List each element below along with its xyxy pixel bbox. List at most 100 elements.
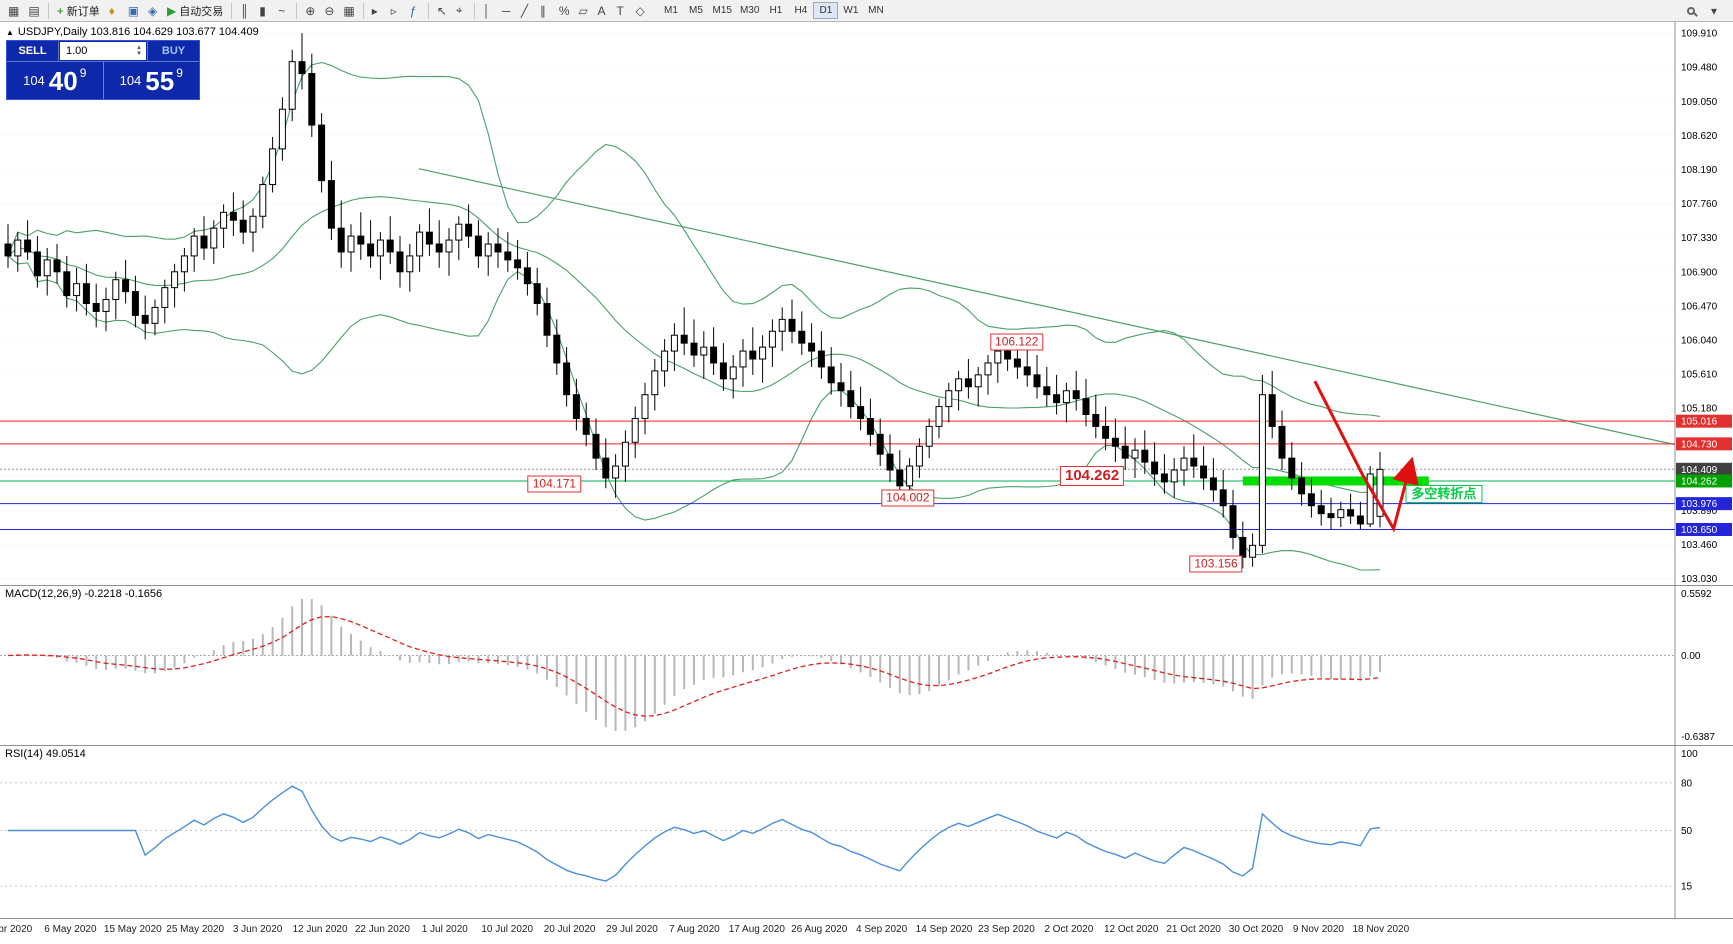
indicators-icon[interactable]: ƒ (406, 2, 424, 20)
date-label: 9 Nov 2020 (1292, 924, 1344, 935)
svg-text:103.030: 103.030 (1681, 574, 1718, 585)
new-chart-icon[interactable]: ▦ (4, 2, 23, 20)
timeframe-m15[interactable]: M15 (708, 2, 735, 19)
shapes-icon[interactable]: ▱ (574, 2, 592, 20)
auto-scroll-icon[interactable]: ▸ (368, 2, 386, 20)
text-label-icon[interactable]: T (612, 2, 630, 20)
price-callout: 104.262 (1059, 465, 1125, 486)
timeframe-m1[interactable]: M1 (658, 2, 683, 19)
market-watch-icon: ▣ (127, 3, 140, 18)
text-label-icon: T (616, 3, 624, 18)
volume-spin-arrows[interactable]: ▲ ▼ (134, 42, 144, 60)
alerts-icon[interactable]: ♦ (105, 2, 123, 20)
market-watch-icon[interactable]: ▣ (124, 2, 143, 20)
line-chart-icon[interactable]: ~ (274, 2, 292, 20)
macd-indicator-label: MACD(12,26,9) -0.2218 -0.1656 (5, 588, 163, 600)
zoom-in-icon[interactable]: ⊕ (301, 2, 319, 20)
autotrading-button[interactable]: ▶ 自动交易 (163, 2, 227, 20)
favorites-icon[interactable]: ▾ (1707, 2, 1725, 20)
svg-text:105.016: 105.016 (1681, 417, 1718, 428)
vertical-line-icon[interactable]: │ (479, 2, 497, 20)
sell-button[interactable]: SELL (7, 41, 59, 61)
text-icon[interactable]: A (593, 2, 611, 20)
tile-windows-icon[interactable]: ▦ (339, 2, 358, 20)
line-chart-icon: ~ (278, 3, 286, 18)
channel-icon[interactable]: ∥ (536, 2, 554, 20)
crosshair-icon: ⌖ (455, 3, 463, 17)
volume-up-icon[interactable]: ▲ (136, 45, 142, 51)
candlestick-icon: ▮ (259, 3, 266, 18)
svg-text:0.00: 0.00 (1681, 651, 1701, 662)
price-callout: 106.122 (990, 333, 1044, 351)
date-label: 23 Sep 2020 (978, 924, 1035, 935)
timeframe-w1[interactable]: W1 (838, 2, 863, 19)
zoom-out-icon[interactable]: ⊖ (320, 2, 338, 20)
fibonacci-icon: % (558, 3, 570, 18)
timeframe-m5[interactable]: M5 (683, 2, 708, 19)
svg-text:103.650: 103.650 (1681, 525, 1718, 536)
date-label: 14 Sep 2020 (915, 924, 973, 935)
text-icon: A (597, 3, 606, 18)
volume-value: 1.00 (66, 45, 88, 57)
toolbar-separator (427, 2, 429, 19)
new-order-button-label: 新订单 (66, 5, 100, 18)
svg-text:100: 100 (1681, 749, 1698, 760)
date-label: 26 Aug 2020 (791, 924, 848, 935)
date-label: 12 Oct 2020 (1103, 924, 1159, 935)
price-callout: 104.002 (881, 489, 935, 507)
date-label: 12 Jun 2020 (292, 924, 348, 935)
svg-text:104.262: 104.262 (1681, 476, 1718, 487)
svg-text:105.180: 105.180 (1681, 404, 1718, 415)
timeframe-h1[interactable]: H1 (763, 2, 788, 19)
trendline-icon[interactable]: ╱ (517, 2, 535, 20)
cursor-icon[interactable]: ↖ (433, 2, 451, 20)
chart-profiles-icon[interactable]: ▤ (24, 2, 43, 20)
svg-text:109.050: 109.050 (1681, 97, 1718, 108)
svg-text:103.890: 103.890 (1681, 506, 1718, 517)
autotrading-button: ▶ (167, 3, 177, 18)
timeframe-toolbar: M1 M5 M15 M30 H1 H4 D1 W1 MN (658, 2, 888, 19)
date-label: 29 Jul 2020 (606, 924, 658, 935)
horizontal-line-icon[interactable]: ─ (498, 2, 516, 20)
svg-text:104.409: 104.409 (1681, 465, 1718, 476)
cycle-lines-icon[interactable]: ◇ (631, 2, 649, 20)
search-icon[interactable] (1683, 2, 1701, 20)
chart-shift-icon: ▹ (390, 3, 397, 18)
timeframe-d1[interactable]: D1 (813, 2, 839, 19)
bar-chart-icon[interactable]: ║ (236, 2, 254, 20)
crosshair-icon[interactable]: ⌖ (452, 2, 470, 20)
buy-price-big: 55 (145, 65, 175, 96)
horizontal-line-icon: ─ (501, 3, 511, 18)
svg-text:-0.6387: -0.6387 (1681, 732, 1715, 743)
navigator-icon: ◈ (148, 3, 158, 18)
svg-text:105.610: 105.610 (1681, 370, 1718, 381)
price-pane: 109.910 109.480 109.050 108.620 108.190 107.7… (0, 22, 1732, 585)
chart-area[interactable]: 109.910 109.480 109.050 108.620 108.190 107.7… (0, 22, 1733, 944)
svg-text:0.5592: 0.5592 (1681, 589, 1712, 600)
price-callout: 104.171 (527, 475, 582, 492)
date-label: 22 Jun 2020 (354, 924, 410, 935)
candlestick-icon[interactable]: ▮ (255, 2, 273, 20)
sell-price-big: 40 (48, 65, 78, 96)
navigator-icon[interactable]: ◈ (144, 2, 162, 20)
volume-down-icon[interactable]: ▼ (136, 51, 142, 57)
zoom-in-icon: ⊕ (305, 3, 316, 18)
svg-text:106.470: 106.470 (1681, 301, 1718, 312)
timeframe-mn[interactable]: MN (863, 2, 888, 19)
new-order-button[interactable]: + 新订单 (53, 2, 104, 20)
toolbar-separator (231, 2, 233, 19)
timeframe-h4[interactable]: H4 (788, 2, 813, 19)
volume-stepper[interactable]: 1.00 ▲ ▼ (60, 42, 146, 60)
toolbar-right: ▾ (1683, 2, 1729, 20)
buy-price[interactable]: 104 55 9 (104, 62, 200, 99)
date-label: 7 Apr 2020 (0, 924, 33, 935)
alerts-icon: ♦ (108, 3, 115, 18)
buy-button[interactable]: BUY (147, 41, 199, 61)
fibonacci-icon[interactable]: % (555, 2, 574, 20)
sell-price[interactable]: 104 40 9 (7, 62, 104, 99)
channel-icon: ∥ (539, 3, 546, 18)
toolbar-separator (362, 2, 364, 19)
chart-shift-icon[interactable]: ▹ (387, 2, 405, 20)
timeframe-m30[interactable]: M30 (736, 2, 763, 19)
cycle-lines-icon: ◇ (635, 3, 645, 18)
